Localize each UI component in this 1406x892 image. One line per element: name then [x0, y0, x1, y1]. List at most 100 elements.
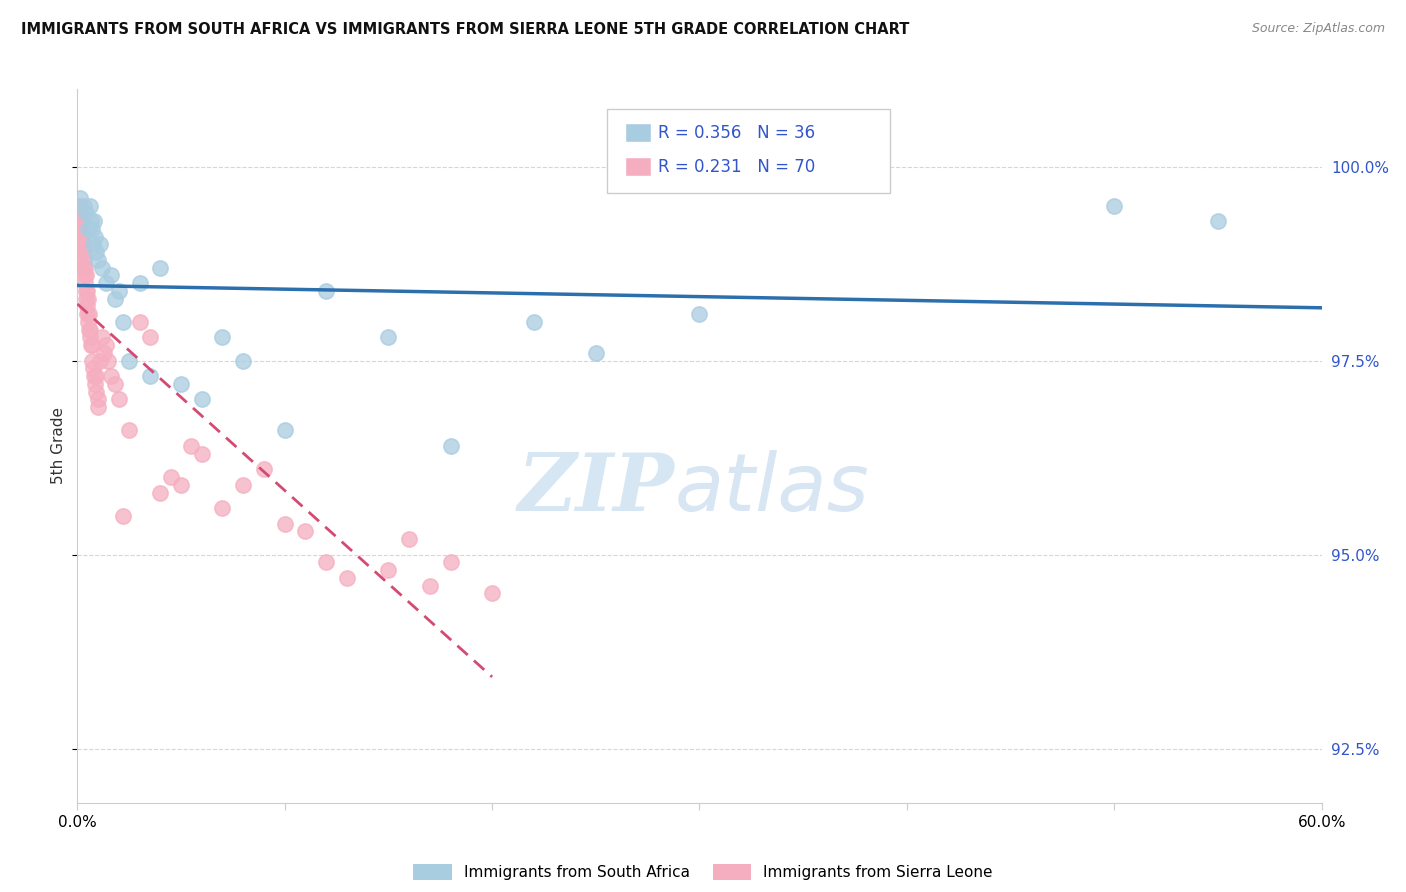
Point [72, 260, 94, 275]
Point [139, 330, 162, 344]
Point [80, 338, 103, 352]
Point [76, 284, 98, 298]
Point [83, 369, 105, 384]
Point [149, 485, 172, 500]
Point [69, 222, 91, 236]
Point [84, 229, 107, 244]
Point [118, 424, 141, 438]
Point [79, 323, 101, 337]
Text: Source: ZipAtlas.com: Source: ZipAtlas.com [1251, 22, 1385, 36]
Point [128, 315, 150, 329]
Point [96, 276, 118, 290]
Point [72, 237, 94, 252]
Point [689, 307, 711, 321]
Point [75, 284, 97, 298]
Point [104, 376, 127, 391]
Point [180, 439, 202, 453]
Point [83, 214, 105, 228]
Point [73, 260, 96, 275]
Point [96, 338, 118, 352]
Point [100, 369, 122, 384]
Point [73, 268, 96, 283]
Point [82, 237, 104, 252]
Point [69, 191, 91, 205]
Point [76, 315, 98, 329]
Point [80, 338, 103, 352]
Point [118, 353, 141, 368]
Point [211, 501, 233, 516]
Point [100, 268, 122, 283]
Text: IMMIGRANTS FROM SOUTH AFRICA VS IMMIGRANTS FROM SIERRA LEONE 5TH GRADE CORRELATI: IMMIGRANTS FROM SOUTH AFRICA VS IMMIGRAN… [21, 22, 910, 37]
Point [72, 198, 94, 212]
Point [75, 206, 97, 220]
Point [274, 516, 297, 531]
Text: ZIP: ZIP [517, 450, 675, 527]
Point [97, 353, 120, 368]
Point [67, 206, 90, 220]
Point [69, 198, 91, 212]
Point [191, 447, 214, 461]
Point [72, 252, 94, 267]
Point [76, 299, 98, 313]
Point [149, 260, 172, 275]
Point [70, 214, 93, 228]
Point [87, 252, 110, 267]
Point [159, 470, 181, 484]
Point [84, 369, 107, 384]
Point [377, 330, 399, 344]
Point [82, 361, 104, 376]
Point [80, 222, 103, 236]
Point [70, 237, 93, 252]
Point [585, 346, 607, 360]
Point [75, 292, 97, 306]
Point [232, 477, 254, 491]
Point [294, 524, 316, 539]
Point [232, 353, 254, 368]
Point [91, 330, 114, 344]
Point [84, 384, 107, 399]
Point [77, 323, 100, 337]
Point [315, 555, 337, 569]
Point [211, 330, 233, 344]
Point [91, 260, 114, 275]
Point [253, 462, 276, 476]
Point [1104, 198, 1126, 212]
Point [76, 222, 98, 236]
Point [69, 206, 91, 220]
Point [76, 307, 98, 321]
Point [87, 392, 110, 407]
Text: atlas: atlas [675, 450, 869, 528]
Point [440, 555, 463, 569]
Y-axis label: 5th Grade: 5th Grade [51, 408, 66, 484]
Point [191, 392, 214, 407]
Point [315, 284, 337, 298]
Point [170, 477, 193, 491]
Point [139, 369, 162, 384]
Point [73, 252, 96, 267]
Point [398, 532, 420, 546]
Point [377, 563, 399, 577]
Point [523, 315, 546, 329]
Point [80, 214, 103, 228]
Point [79, 330, 101, 344]
Text: R = 0.356   N = 36: R = 0.356 N = 36 [658, 124, 815, 142]
Point [440, 439, 463, 453]
Point [75, 268, 97, 283]
Point [87, 401, 110, 415]
Point [111, 315, 134, 329]
Point [89, 237, 111, 252]
Point [80, 353, 103, 368]
Point [77, 307, 100, 321]
Text: R = 0.231   N = 70: R = 0.231 N = 70 [658, 158, 815, 176]
Point [93, 346, 115, 360]
Point [84, 245, 107, 260]
Point [336, 571, 359, 585]
Point [76, 292, 98, 306]
Point [70, 222, 93, 236]
Point [108, 284, 131, 298]
Point [274, 424, 297, 438]
Point [72, 245, 94, 260]
Legend: Immigrants from South Africa, Immigrants from Sierra Leone: Immigrants from South Africa, Immigrants… [413, 864, 993, 880]
Point [70, 229, 93, 244]
Point [104, 292, 127, 306]
